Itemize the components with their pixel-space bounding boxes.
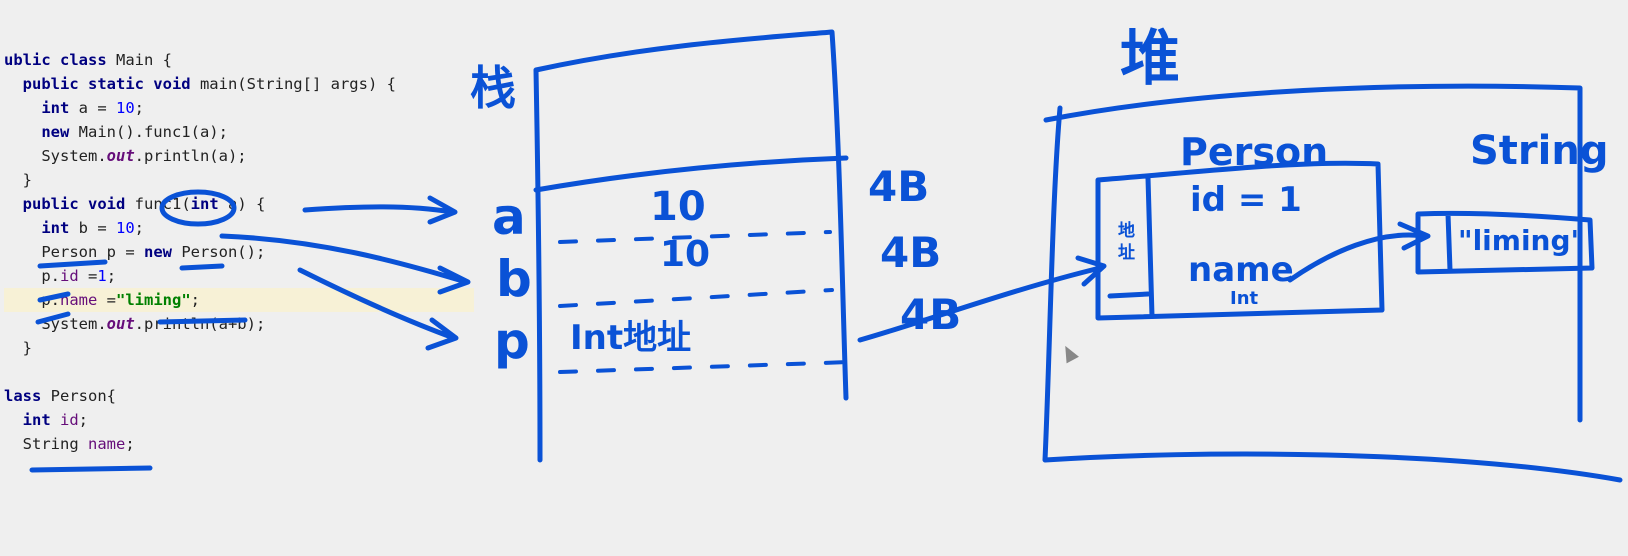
code-token: 10 bbox=[115, 99, 135, 117]
code-line: int id; bbox=[4, 408, 474, 432]
stack-slot-value-b: 10 bbox=[660, 234, 711, 275]
code-token: ublic class bbox=[4, 51, 116, 69]
code-line: } bbox=[4, 336, 474, 360]
arrow-p-to-person bbox=[857, 255, 1107, 343]
code-token: id bbox=[60, 411, 79, 429]
code-token: int bbox=[4, 411, 60, 429]
code-token: int bbox=[4, 99, 79, 117]
code-line: p.id =1; bbox=[4, 264, 474, 288]
code-token: new bbox=[143, 243, 182, 261]
code-token: lass bbox=[4, 387, 51, 405]
arrow-b bbox=[219, 233, 471, 295]
code-token: Person{ bbox=[50, 387, 116, 405]
stack-frame-divider bbox=[533, 155, 849, 193]
code-token: int bbox=[4, 219, 79, 237]
code-token: Main().func1(a); bbox=[78, 123, 228, 141]
person-object-header: 地址 bbox=[1118, 221, 1135, 263]
heap-title: 堆 bbox=[1120, 24, 1180, 94]
string-object-box bbox=[1415, 210, 1595, 275]
arrow-name-to-string bbox=[1287, 221, 1431, 283]
stack-box bbox=[533, 29, 849, 463]
code-token: p. bbox=[4, 267, 60, 285]
stack-slot-size-p: 4B bbox=[900, 290, 962, 339]
code-token: "liming" bbox=[116, 291, 191, 309]
underline-person bbox=[37, 259, 108, 269]
code-token: int bbox=[190, 195, 228, 213]
code-token: } bbox=[4, 171, 32, 189]
code-line: int a = 10; bbox=[4, 96, 474, 120]
person-field-name-type: Int bbox=[1230, 288, 1259, 309]
code-token: ; bbox=[190, 291, 201, 309]
code-line: p.name ="liming"; bbox=[4, 288, 474, 312]
person-object-title: Person bbox=[1180, 130, 1329, 174]
code-token: Main { bbox=[115, 51, 172, 69]
stack-slot-label-b: b bbox=[496, 250, 532, 308]
underline-liming bbox=[157, 317, 248, 325]
code-token: 10 bbox=[115, 219, 135, 237]
code-line: Person p = new Person(); bbox=[4, 240, 474, 264]
code-line: String name; bbox=[4, 432, 474, 456]
code-token: public static void bbox=[4, 75, 200, 93]
stack-slot-size-b: 4B bbox=[880, 228, 942, 277]
code-line: new Main().func1(a); bbox=[4, 120, 474, 144]
underline-new bbox=[179, 263, 225, 271]
code-token: id bbox=[60, 267, 88, 285]
code-token: .println(a); bbox=[134, 147, 247, 165]
code-token: ; bbox=[78, 411, 89, 429]
arrow-p bbox=[297, 267, 459, 351]
code-token: main(String[] args) { bbox=[199, 75, 396, 93]
code-token: String bbox=[4, 435, 88, 453]
code-token: ; bbox=[125, 435, 135, 453]
stack-slot-value-p: Int地址 bbox=[570, 318, 692, 358]
code-line: } bbox=[4, 168, 474, 192]
string-label: String bbox=[1470, 128, 1609, 174]
code-line: int b = 10; bbox=[4, 216, 474, 240]
code-token: out bbox=[106, 147, 135, 165]
code-token: new bbox=[4, 123, 79, 141]
code-token: = bbox=[106, 291, 117, 309]
person-field-id: id = 1 bbox=[1190, 180, 1302, 220]
person-field-name: name bbox=[1188, 250, 1294, 290]
code-token: Person p = bbox=[4, 243, 144, 261]
code-token: name bbox=[88, 435, 126, 453]
person-object-box bbox=[1095, 160, 1385, 321]
stack-slot-value-a: 10 bbox=[650, 184, 706, 230]
code-token: System. bbox=[4, 315, 107, 333]
circle-func1 bbox=[159, 189, 237, 227]
code-token: public void bbox=[4, 195, 135, 213]
stack-slot-divider-a bbox=[558, 230, 832, 244]
code-line: System.out.println(a); bbox=[4, 144, 474, 168]
code-token: ; bbox=[134, 219, 144, 237]
code-token: 1 bbox=[97, 267, 107, 285]
stack-slot-label-p: p bbox=[494, 312, 530, 370]
string-value: "liming" bbox=[1458, 224, 1586, 257]
code-token: a = bbox=[78, 99, 116, 117]
code-line: lass Person{ bbox=[4, 384, 474, 408]
code-token: = bbox=[88, 267, 98, 285]
arrow-a bbox=[302, 195, 458, 225]
code-editor: ublic class Main { public static void ma… bbox=[4, 48, 474, 456]
heap-box bbox=[1042, 83, 1623, 483]
code-token: out bbox=[106, 315, 135, 333]
stack-slot-label-a: a bbox=[492, 188, 526, 246]
code-token: System. bbox=[4, 147, 107, 165]
underline-id bbox=[37, 291, 71, 303]
stack-slot-divider-b bbox=[558, 288, 834, 308]
code-token: b = bbox=[78, 219, 116, 237]
code-token: ; bbox=[106, 267, 117, 285]
code-token: ; bbox=[134, 99, 144, 117]
code-line: public static void main(String[] args) { bbox=[4, 72, 474, 96]
code-token: } bbox=[4, 339, 32, 357]
stack-slot-divider-p bbox=[558, 360, 852, 374]
underline-name bbox=[35, 311, 71, 325]
code-line: ublic class Main { bbox=[4, 48, 474, 72]
stack-title: 栈 bbox=[470, 61, 516, 115]
code-token: Person(); bbox=[181, 243, 266, 261]
underline-string-name bbox=[29, 465, 153, 473]
stack-slot-size-a: 4B bbox=[868, 162, 930, 211]
